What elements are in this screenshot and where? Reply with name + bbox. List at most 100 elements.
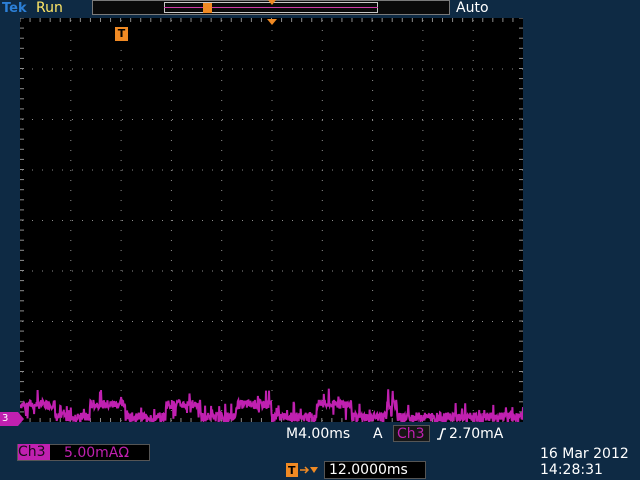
grid-dot [422,120,424,121]
grid-dot [372,260,374,261]
grid-dot [221,130,223,131]
grid-dot [170,270,172,271]
grid-dot [221,120,223,121]
grid-dot [222,220,223,221]
grid-dot [82,270,83,272]
channel-3-ground-marker[interactable]: 3 [0,412,24,426]
grid-dot [262,371,263,373]
grid-dot [422,130,424,131]
grid-dot [221,220,223,221]
channel-3-label[interactable]: Ch3 [18,444,50,460]
grid-dot [422,280,424,281]
record-center-arrow-icon [268,0,276,5]
grid-dot [272,68,273,70]
grid-dot [322,68,323,70]
grid-dot [321,240,323,241]
grid-dot [422,380,424,381]
grid-dot [342,220,343,221]
grid-dot [170,380,172,381]
grid-dot [62,321,63,322]
grid-dot [122,68,123,70]
grid-dot [271,240,273,241]
grid-dot [70,300,72,301]
grid-dot [32,321,33,322]
grid-dot [172,119,173,120]
grid-dot [112,270,113,272]
grid-dot [321,160,323,161]
grid-dot [271,290,273,291]
grid-dot [352,169,353,171]
grid-dot [271,300,273,301]
grid-dot [512,371,513,373]
grid-dot [282,220,283,221]
grid-dot [392,321,393,322]
grid-dot [242,119,243,120]
grid-dot [392,220,393,221]
grid-dot [170,190,172,191]
grid-dot [502,270,503,272]
grid-dot [412,169,413,171]
grid-dot [262,68,263,70]
grid-dot [271,380,273,381]
grid-dot [472,130,474,131]
grid-dot [422,390,424,391]
grid-dot [192,220,193,221]
grid-dot [282,68,283,70]
grid-dot [42,169,43,171]
grid-dot [120,180,122,181]
grid-dot [472,119,473,120]
grid-dot [120,90,122,91]
grid-dot [362,119,363,120]
grid-dot [452,68,453,70]
grid-dot [422,60,424,61]
grid-dot [142,371,143,373]
grid-dot [432,169,433,171]
grid-dot [202,371,203,373]
grid-dot [422,360,424,361]
grid-dot [252,119,253,120]
grid-dot [321,310,323,311]
grid-dot [142,270,143,272]
grid-dot [472,100,474,101]
grid-dot [492,68,493,70]
grid-dot [132,68,133,70]
grid-dot [472,120,474,121]
trigger-t-icon[interactable]: T [115,27,128,41]
grid-dot [472,290,474,291]
grid-dot [120,200,122,201]
grid-dot [372,330,374,331]
grid-dot [170,340,172,341]
grid-dot [512,169,513,171]
grid-dot [422,300,424,301]
grid-dot [120,230,122,231]
grid-dot [321,80,323,81]
grid-dot [192,270,193,272]
grid-dot [321,290,323,291]
grid-dot [442,169,443,171]
grid-dot [120,390,122,391]
grid-dot [170,300,172,301]
grid-dot [472,350,474,351]
grid-dot [412,321,413,322]
grid-dot [321,120,323,121]
grid-dot [472,200,474,201]
grid-dot [202,321,203,322]
grid-dot [462,371,463,373]
grid-dot [271,350,273,351]
grid-dot [492,371,493,373]
trigger-level: 2.70mA [449,426,504,442]
grid-dot [112,371,113,373]
grid-dot [172,68,173,70]
grid-dot [422,410,424,411]
grid-dot [442,270,443,272]
grid-dot [462,220,463,221]
grid-dot [72,169,73,171]
grid-dot [271,320,273,321]
grid-dot [472,68,473,70]
grid-dot [120,320,122,321]
grid-dot [432,119,433,120]
grid-dot [442,119,443,120]
grid-dot [442,220,443,221]
grid-dot [422,290,424,291]
grid-dot [42,321,43,322]
